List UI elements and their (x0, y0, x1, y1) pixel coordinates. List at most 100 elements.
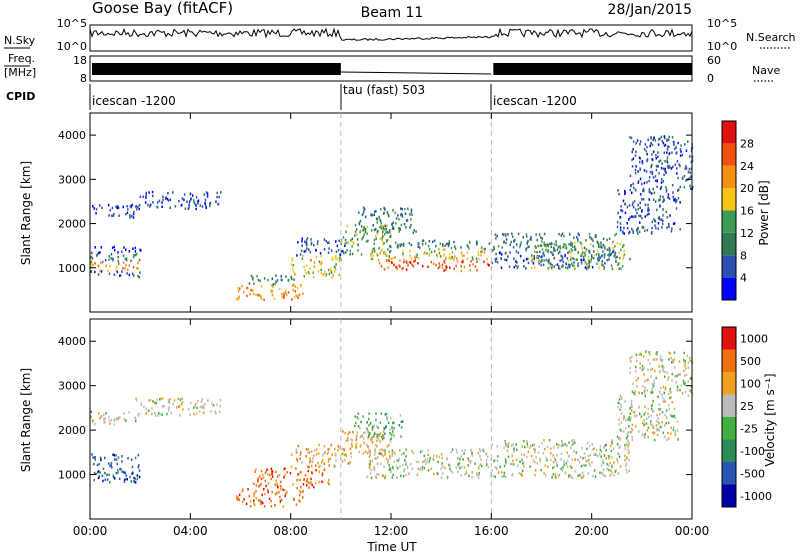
cell (393, 421, 395, 424)
cell (463, 265, 466, 269)
cell (135, 419, 137, 423)
cell (533, 460, 536, 464)
cell (388, 463, 390, 467)
cell (113, 454, 116, 457)
cell (632, 229, 634, 233)
cell (384, 474, 387, 478)
cell (643, 147, 646, 151)
cell (582, 476, 584, 479)
cell (598, 253, 600, 256)
cell (602, 474, 605, 477)
cell (668, 407, 671, 411)
cell (338, 239, 340, 243)
cell (276, 491, 278, 495)
cell (505, 251, 507, 255)
cell (359, 230, 361, 234)
cell (280, 275, 282, 278)
y-tick-label-1: 2000 (58, 424, 86, 437)
cell (571, 443, 573, 447)
cell (561, 258, 563, 262)
cell (387, 248, 389, 251)
cell (97, 251, 100, 255)
cell (637, 203, 639, 207)
cell (577, 458, 579, 462)
cell (658, 172, 660, 175)
cell (679, 373, 681, 376)
cell (658, 428, 660, 432)
cell (617, 401, 619, 405)
cell (485, 463, 488, 467)
cell (662, 141, 665, 145)
cell (201, 398, 203, 401)
cell (304, 474, 307, 477)
cell (372, 254, 374, 257)
cell (373, 213, 375, 217)
cell (203, 411, 205, 414)
cell (387, 461, 389, 464)
cell (666, 226, 668, 229)
cell (116, 462, 118, 466)
cell (641, 161, 644, 165)
cell (121, 250, 123, 253)
cell (285, 275, 287, 278)
cell (611, 442, 613, 445)
cell (417, 467, 420, 470)
cell (653, 382, 655, 385)
cell (301, 257, 304, 260)
cell (642, 226, 645, 229)
cell (398, 230, 400, 233)
cell (552, 249, 555, 252)
cell (611, 441, 613, 444)
cell (619, 445, 622, 448)
cell (378, 434, 381, 437)
cell (545, 258, 547, 262)
cell (197, 400, 199, 403)
cell (348, 241, 350, 244)
cell (381, 448, 383, 451)
cell (661, 421, 663, 424)
cell (629, 412, 632, 415)
cell (622, 231, 624, 235)
cell (169, 397, 172, 401)
cell (443, 248, 446, 251)
cell (104, 478, 107, 481)
cell (130, 204, 133, 207)
cell (382, 434, 384, 437)
cell (400, 213, 402, 217)
cell (367, 430, 369, 434)
cell (546, 459, 548, 462)
cell (642, 355, 645, 358)
cell (529, 238, 532, 241)
cell (273, 297, 276, 301)
cell (117, 255, 119, 259)
cell (397, 214, 399, 217)
cell (662, 366, 665, 370)
cell (615, 259, 617, 263)
cell (640, 415, 643, 418)
cell (352, 240, 354, 244)
cell (644, 379, 646, 383)
cell (285, 293, 288, 296)
cell (643, 169, 646, 172)
cell (423, 460, 425, 463)
cell (535, 246, 537, 249)
band-8 (353, 412, 404, 441)
cell (645, 422, 648, 425)
cell (461, 449, 463, 453)
cell (477, 467, 480, 470)
cell (363, 209, 365, 213)
cell (620, 248, 622, 252)
cell (113, 245, 115, 249)
cell (665, 421, 667, 425)
cell (656, 433, 659, 437)
band-18 (616, 188, 681, 235)
freq-tick-bottom: 8 (80, 72, 87, 85)
cell (331, 453, 333, 456)
cell (382, 455, 384, 458)
cell (651, 163, 653, 167)
cell (347, 436, 349, 440)
cell (523, 265, 525, 268)
cell (440, 476, 443, 479)
cell (130, 259, 132, 263)
cell (520, 241, 522, 244)
